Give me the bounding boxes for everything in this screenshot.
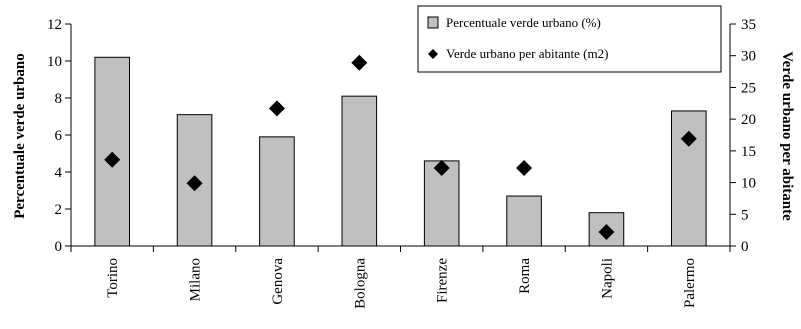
point-firenze: [433, 159, 450, 176]
legend-label-verde-abitante: Verde urbano per abitante (m2): [446, 46, 608, 61]
y2-axis-title: Verde urbano per abitante: [779, 51, 795, 221]
legend-label-percentuale: Percentuale verde urbano (%): [446, 15, 601, 30]
y2-tick-label: 20: [741, 112, 756, 128]
legend-diamond-swatch: [428, 49, 438, 59]
y2-tick-label: 10: [741, 176, 756, 192]
x-tick-label-firenze: Firenze: [435, 258, 451, 303]
x-tick-label-napoli: Napoli: [599, 258, 615, 299]
y2-tick-label: 35: [741, 17, 756, 33]
bar-series: [94, 56, 707, 247]
x-tick-label-torino: Torino: [105, 258, 121, 298]
y2-tick-label: 5: [741, 207, 749, 223]
tick-labels: 0 2 4 6 8 10 12 0 5 10 15 20 25 30 35 Torino Milano Genov…: [47, 17, 756, 309]
bar-genova: [259, 136, 295, 247]
y2-tick-label: 0: [741, 239, 749, 255]
y-tick-label: 2: [55, 202, 63, 218]
point-napoli: [598, 224, 615, 241]
y-tick-label: 6: [55, 128, 63, 144]
y-tick-label: 0: [55, 239, 63, 255]
y-tick-label: 10: [47, 54, 62, 70]
y-axis-title: Percentuale verde urbano: [12, 53, 28, 219]
legend: Percentuale verde urbano (%) Verde urban…: [417, 5, 722, 73]
point-torino: [104, 151, 121, 168]
legend-bar-swatch: [427, 16, 439, 29]
y-tick-label: 8: [55, 91, 63, 107]
point-roma: [516, 159, 533, 176]
bar-bologna: [341, 95, 378, 247]
point-bologna: [351, 54, 368, 71]
x-tick-label-bologna: Bologna: [352, 258, 368, 309]
bar-roma: [506, 195, 542, 247]
y2-tick-label: 30: [741, 49, 756, 65]
y2-tick-label: 25: [741, 80, 756, 96]
x-tick-label-roma: Roma: [517, 258, 533, 294]
point-palermo: [680, 130, 697, 147]
point-genova: [268, 100, 285, 117]
x-tick-label-milano: Milano: [188, 258, 204, 301]
x-tick-label-palermo: Palermo: [682, 258, 698, 308]
legend-box: [417, 5, 722, 73]
y2-tick-label: 15: [741, 144, 756, 160]
point-series: [104, 54, 697, 241]
y-tick-label: 12: [47, 17, 62, 33]
x-tick-label-genova: Genova: [270, 258, 286, 305]
y-tick-label: 4: [55, 165, 63, 181]
bar-torino: [94, 56, 130, 247]
point-milano: [186, 175, 203, 192]
